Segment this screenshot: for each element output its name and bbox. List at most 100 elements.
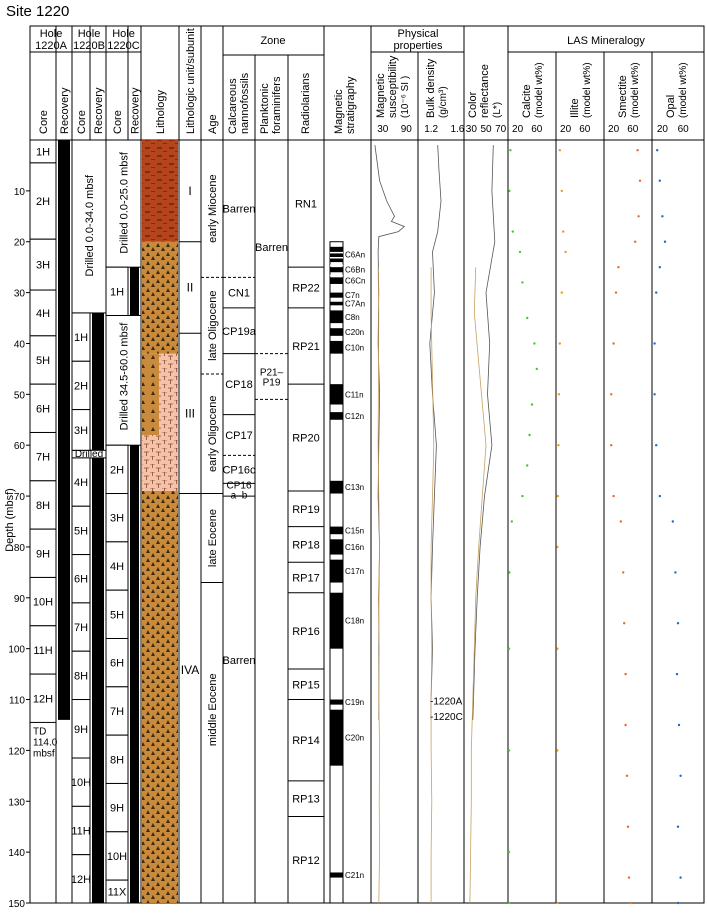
hole-legend: -1220A -1220C bbox=[430, 697, 463, 723]
reversed-polarity-band bbox=[330, 274, 343, 277]
smectite-point bbox=[638, 179, 642, 182]
depth-axis-label: Depth (mbsf) bbox=[4, 488, 16, 552]
rad-zone-label: RP21 bbox=[292, 341, 320, 353]
chron-label: C20n bbox=[345, 328, 364, 337]
chron-label: C18n bbox=[345, 617, 364, 626]
chron-label: C11n bbox=[345, 390, 364, 399]
drilled-interval-label: Drilled 34.5-60.0 mbsf bbox=[119, 322, 131, 431]
depth-tick-label: 80 bbox=[14, 543, 26, 554]
illite-point bbox=[564, 250, 567, 254]
reflectance-tick-label: 70 bbox=[495, 124, 507, 135]
las-tick-label: 60 bbox=[579, 124, 591, 135]
depth-tick-label: 110 bbox=[9, 696, 25, 707]
foram-zone-label: P19 bbox=[263, 378, 281, 389]
illite-point bbox=[560, 291, 563, 294]
core-box bbox=[29, 625, 57, 675]
normal-polarity-interval bbox=[330, 480, 343, 494]
smectite-point bbox=[612, 494, 615, 498]
age-label: middle Eocene bbox=[207, 673, 219, 746]
core-label: 10H bbox=[33, 597, 53, 609]
opal-point bbox=[676, 825, 680, 828]
smectite-point bbox=[624, 723, 627, 727]
core-label: 2H bbox=[74, 380, 88, 392]
core-box bbox=[29, 238, 57, 291]
core-label: 10H bbox=[71, 777, 91, 789]
opal-point bbox=[655, 291, 658, 294]
chron-label: C6Bn bbox=[345, 266, 365, 275]
calcite-point bbox=[509, 149, 512, 152]
calcite-point bbox=[507, 901, 511, 905]
core-label: 8H bbox=[36, 500, 50, 512]
curve-1220a bbox=[472, 145, 496, 720]
rad-zone-label: RP13 bbox=[292, 794, 320, 806]
recovery-column-header: Recovery bbox=[130, 87, 142, 134]
normal-polarity-interval bbox=[330, 709, 343, 766]
las-mineralogy bbox=[507, 149, 682, 905]
smectite-point bbox=[610, 444, 613, 447]
opal-point bbox=[655, 444, 658, 447]
las-tick-label: 60 bbox=[531, 124, 543, 135]
calcite-point bbox=[526, 316, 529, 320]
smectite-point bbox=[636, 149, 639, 152]
calcite-point bbox=[526, 464, 529, 467]
nanno-zone-label: CP18 bbox=[225, 379, 253, 391]
physprops-header-2: properties bbox=[394, 40, 443, 52]
age-label: early Miocene bbox=[207, 174, 219, 242]
rad-zone-label: RP19 bbox=[292, 504, 320, 516]
normal-polarity-interval bbox=[330, 384, 343, 405]
magsus-header-1: Magnetic bbox=[375, 73, 387, 118]
core-label: 10H bbox=[107, 851, 127, 863]
depth-tick-label: 140 bbox=[8, 848, 25, 859]
rad-zone-label: RP15 bbox=[292, 679, 320, 691]
core-label: 2H bbox=[110, 464, 124, 476]
depth-tick-label: 100 bbox=[8, 645, 25, 656]
opal-point bbox=[658, 266, 661, 269]
core-label: 1H bbox=[36, 146, 50, 158]
chron-label: C6An bbox=[345, 250, 365, 259]
foram-zone-label: P21– bbox=[260, 368, 284, 379]
lithology-nanno-inclusion bbox=[159, 353, 178, 436]
core-label: 11H bbox=[71, 826, 90, 838]
smectite-header: Smectite bbox=[617, 75, 629, 118]
normal-polarity-interval bbox=[330, 699, 343, 705]
rad-zone-label: RP20 bbox=[292, 433, 320, 445]
core-label: 2H bbox=[36, 196, 50, 208]
foram-header-2: foraminifers bbox=[271, 76, 283, 134]
illite-point bbox=[556, 647, 559, 650]
chron-label: C13n bbox=[345, 483, 364, 492]
core-label: 4H bbox=[74, 477, 88, 489]
magstrat-header-1: Magnetic bbox=[333, 89, 345, 134]
smectite-unit: (model wt%) bbox=[630, 62, 641, 118]
recovery-bar bbox=[92, 312, 104, 451]
opal-point bbox=[656, 149, 659, 152]
core-label: 3H bbox=[74, 425, 88, 437]
depth-tick-label: 40 bbox=[14, 339, 26, 350]
opal-point bbox=[653, 393, 656, 396]
drilled-interval-label: Drilled bbox=[75, 449, 103, 460]
opal-point bbox=[676, 622, 680, 625]
opal-point bbox=[676, 901, 680, 905]
smectite-point bbox=[619, 520, 622, 523]
normal-polarity-interval bbox=[330, 277, 343, 284]
lith-unit-label: IVA bbox=[181, 663, 199, 677]
nanno-zone-label: CP16c bbox=[222, 464, 256, 476]
calcite-point bbox=[507, 647, 511, 650]
illite-unit: (model wt%) bbox=[582, 62, 593, 118]
core-box bbox=[105, 879, 129, 904]
core-label: 8H bbox=[110, 754, 124, 766]
reversed-polarity-band bbox=[330, 256, 343, 259]
normal-polarity-interval bbox=[330, 872, 343, 878]
smectite-point bbox=[625, 774, 629, 777]
recovery-bar bbox=[130, 445, 139, 903]
smectite-point bbox=[637, 215, 640, 218]
chron-label: C7n bbox=[345, 291, 360, 300]
normal-polarity-interval bbox=[330, 412, 343, 420]
illite-point bbox=[556, 545, 559, 549]
las-tick-label: 20 bbox=[560, 124, 572, 135]
lithology-interval bbox=[142, 490, 178, 903]
calcite-point bbox=[528, 433, 531, 437]
hole-header-label: Hole bbox=[78, 28, 101, 40]
rad-zone-label: RN1 bbox=[295, 199, 317, 211]
